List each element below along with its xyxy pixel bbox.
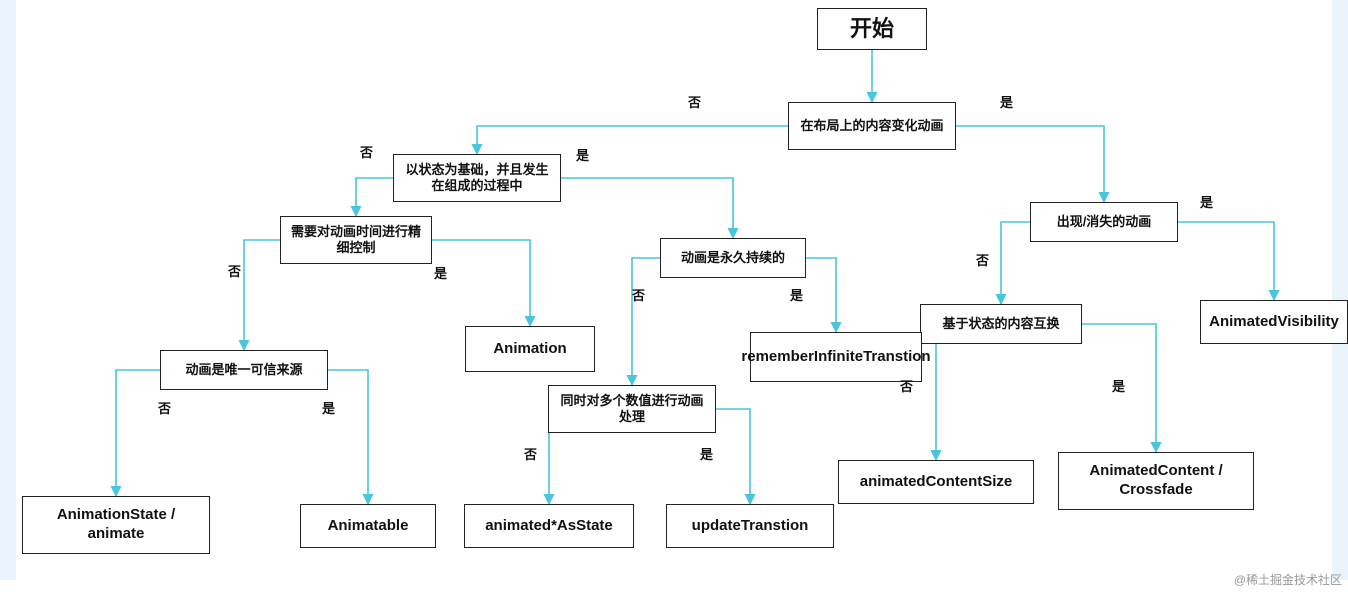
edge-q2-q3 xyxy=(356,178,393,216)
node-l_acs: animatedContentSize xyxy=(838,460,1034,504)
edge-q5-l_rit xyxy=(806,258,836,332)
right-stripe xyxy=(1332,0,1348,580)
node-q2: 以状态为基础，并且发生在组成的过程中 xyxy=(393,154,561,202)
watermark: @稀土掘金技术社区 xyxy=(1234,571,1342,588)
edge-label-q3-l_anim: 是 xyxy=(434,263,447,282)
edge-q4-l_as xyxy=(116,370,160,496)
edge-label-q4-l_abl: 是 xyxy=(322,398,335,417)
edge-q3-l_anim xyxy=(432,240,530,326)
edge-q7-l_av xyxy=(1178,222,1274,300)
edge-label-q1-q7: 是 xyxy=(1000,92,1013,111)
edge-label-q7-l_av: 是 xyxy=(1200,192,1213,211)
node-q4: 动画是唯一可信来源 xyxy=(160,350,328,390)
node-q6: 同时对多个数值进行动画处理 xyxy=(548,385,716,433)
node-l_acc: AnimatedContent / Crossfade xyxy=(1058,452,1254,510)
node-start: 开始 xyxy=(817,8,927,50)
node-l_av: AnimatedVisibility xyxy=(1200,300,1348,344)
node-l_as: AnimationState / animate xyxy=(22,496,210,554)
diagram-stage: 开始在布局上的内容变化动画以状态为基础，并且发生在组成的过程中需要对动画时间进行… xyxy=(0,0,1348,592)
edge-q2-q5 xyxy=(561,178,733,238)
edge-label-q3-q4: 否 xyxy=(228,261,241,280)
edge-q1-q2 xyxy=(477,126,788,154)
node-l_anim: Animation xyxy=(465,326,595,372)
edge-label-q1-q2: 否 xyxy=(688,92,701,111)
edge-label-q2-q5: 是 xyxy=(576,145,589,164)
edge-label-q5-l_rit: 是 xyxy=(790,285,803,304)
edge-q3-q4 xyxy=(244,240,280,350)
edge-label-q8-l_acs: 否 xyxy=(900,376,913,395)
node-l_ut: updateTranstion xyxy=(666,504,834,548)
edge-label-q6-l_aas: 否 xyxy=(524,444,537,463)
node-q5: 动画是永久持续的 xyxy=(660,238,806,278)
node-q3: 需要对动画时间进行精细控制 xyxy=(280,216,432,264)
edge-q7-q8 xyxy=(1001,222,1030,304)
node-q7: 出现/消失的动画 xyxy=(1030,202,1178,242)
edge-q8-l_acs xyxy=(920,324,936,460)
edge-label-q7-q8: 否 xyxy=(976,250,989,269)
edge-q6-l_ut xyxy=(716,409,750,504)
edge-q5-q6 xyxy=(632,258,660,385)
node-l_abl: Animatable xyxy=(300,504,436,548)
node-q1: 在布局上的内容变化动画 xyxy=(788,102,956,150)
edge-label-q6-l_ut: 是 xyxy=(700,444,713,463)
left-stripe xyxy=(0,0,16,580)
node-l_aas: animated*AsState xyxy=(464,504,634,548)
edge-q1-q7 xyxy=(956,126,1104,202)
edge-label-q4-l_as: 否 xyxy=(158,398,171,417)
node-q8: 基于状态的内容互换 xyxy=(920,304,1082,344)
node-l_rit: rememberInfiniteTranstion xyxy=(750,332,922,382)
edge-q4-l_abl xyxy=(328,370,368,504)
edge-label-q2-q3: 否 xyxy=(360,142,373,161)
edge-label-q5-q6: 否 xyxy=(632,285,645,304)
edge-label-q8-l_acc: 是 xyxy=(1112,376,1125,395)
